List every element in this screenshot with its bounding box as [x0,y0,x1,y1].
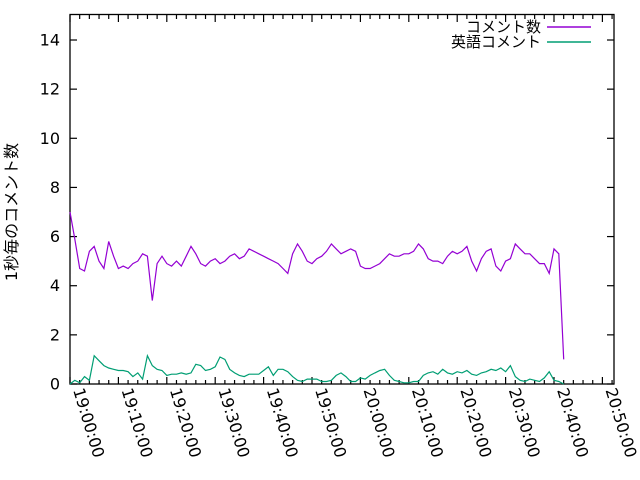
y-tick-label: 10 [40,129,60,148]
y-axis-label: 1秒毎のコメント数 [2,143,21,281]
data-series-group [69,211,565,385]
x-tick-label: 19:20:00 [166,386,205,460]
x-tick-label: 20:00:00 [360,386,399,460]
y-tick-label: 14 [40,31,60,50]
y-tick-label: 4 [50,276,60,295]
y-tick-label: 6 [50,227,60,246]
x-tick-label: 20:50:00 [602,386,640,460]
y-tick-label: 12 [40,80,60,99]
y-tick-label: 8 [50,178,60,197]
y-tick-label: 0 [50,375,60,394]
legend-label-comments: コメント数 [466,18,541,36]
x-tick-label: 20:10:00 [408,386,447,460]
y-tick-label: 2 [50,325,60,344]
x-tick-label: 19:40:00 [263,386,302,460]
x-tick-label: 20:30:00 [505,386,544,460]
x-tick-label: 19:30:00 [214,386,253,460]
x-tick-label: 19:50:00 [311,386,350,460]
y-axis-tick-labels: 0 2 4 6 8 10 12 14 [40,31,60,394]
legend-label-english-comments: 英語コメント [451,33,541,51]
x-tick-label: 20:40:00 [553,386,592,460]
x-tick-label: 19:00:00 [69,386,108,460]
series-line-1 [69,353,564,385]
plot-border [69,13,615,385]
legend: コメント数 英語コメント [451,18,591,51]
x-axis-tick-labels: 19:00:00 19:10:00 19:20:00 19:30:00 19:40:00… [69,386,640,460]
series-line-0 [69,211,565,360]
x-tick-label: 19:10:00 [118,386,157,460]
axis-ticks [69,15,614,385]
x-tick-label: 20:20:00 [456,386,495,460]
